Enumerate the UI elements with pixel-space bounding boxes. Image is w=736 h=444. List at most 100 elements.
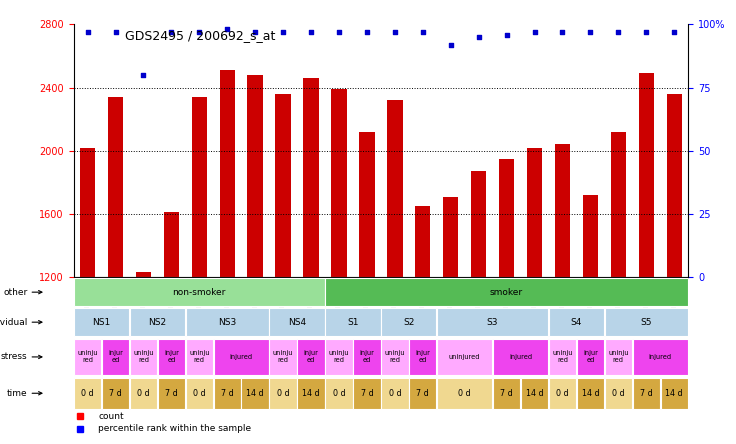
Bar <box>247 75 263 277</box>
Text: percentile rank within the sample: percentile rank within the sample <box>98 424 251 433</box>
Point <box>640 28 652 36</box>
Text: uninju
red: uninju red <box>608 350 629 364</box>
Text: injur
ed: injur ed <box>164 350 179 364</box>
Text: 7 d: 7 d <box>361 389 373 398</box>
Bar <box>74 378 102 408</box>
Bar <box>163 212 179 277</box>
Text: injur
ed: injur ed <box>108 350 123 364</box>
Bar <box>130 309 185 336</box>
Point <box>361 28 373 36</box>
Bar <box>213 339 269 375</box>
Text: 7 d: 7 d <box>500 389 513 398</box>
Point <box>556 28 568 36</box>
Bar <box>325 378 353 408</box>
Bar <box>80 147 95 277</box>
Text: stress: stress <box>1 353 27 361</box>
Bar <box>493 339 548 375</box>
Bar <box>443 197 459 277</box>
Text: GDS2495 / 200692_s_at: GDS2495 / 200692_s_at <box>125 29 275 42</box>
Bar <box>275 94 291 277</box>
Bar <box>130 378 157 408</box>
Bar <box>660 378 688 408</box>
Text: injur
ed: injur ed <box>359 350 375 364</box>
Bar <box>107 97 123 277</box>
Bar <box>555 144 570 277</box>
Point <box>138 71 149 79</box>
Text: 0 d: 0 d <box>277 389 289 398</box>
Text: non-smoker: non-smoker <box>173 288 226 297</box>
Bar <box>297 339 325 375</box>
Text: 7 d: 7 d <box>221 389 233 398</box>
Text: NS4: NS4 <box>288 317 306 327</box>
Point <box>166 28 177 36</box>
Text: uninju
red: uninju red <box>552 350 573 364</box>
Text: 14 d: 14 d <box>581 389 599 398</box>
Bar <box>381 339 408 375</box>
Text: S5: S5 <box>640 317 652 327</box>
Bar <box>241 378 269 408</box>
Bar <box>325 309 381 336</box>
Bar <box>499 159 514 277</box>
Bar <box>331 89 347 277</box>
Text: S4: S4 <box>570 317 582 327</box>
Bar <box>213 378 241 408</box>
Bar <box>387 100 403 277</box>
Point <box>584 28 596 36</box>
Bar <box>185 378 213 408</box>
Text: 0 d: 0 d <box>612 389 625 398</box>
Bar <box>135 273 151 277</box>
Bar <box>297 378 325 408</box>
Text: uninju
red: uninju red <box>133 350 154 364</box>
Bar <box>185 339 213 375</box>
Bar <box>158 339 185 375</box>
Text: time: time <box>7 389 27 398</box>
Text: individual: individual <box>0 317 27 327</box>
Bar <box>381 309 436 336</box>
Bar <box>191 97 207 277</box>
Bar <box>409 339 436 375</box>
Point <box>82 28 93 36</box>
Bar <box>415 206 431 277</box>
Bar <box>583 195 598 277</box>
Bar <box>74 278 325 306</box>
Text: S3: S3 <box>487 317 498 327</box>
Bar <box>577 378 604 408</box>
Text: uninju
red: uninju red <box>273 350 294 364</box>
Text: NS3: NS3 <box>218 317 236 327</box>
Bar <box>102 378 130 408</box>
Text: injured: injured <box>230 354 252 360</box>
Point <box>222 26 233 33</box>
Point <box>417 28 428 36</box>
Bar <box>185 309 269 336</box>
Text: 0 d: 0 d <box>81 389 94 398</box>
Point <box>305 28 317 36</box>
Text: injured: injured <box>509 354 532 360</box>
Bar <box>549 378 576 408</box>
Bar <box>158 378 185 408</box>
Bar <box>667 94 682 277</box>
Text: S1: S1 <box>347 317 358 327</box>
Bar <box>632 378 660 408</box>
Text: 0 d: 0 d <box>193 389 205 398</box>
Text: 7 d: 7 d <box>417 389 429 398</box>
Bar <box>353 339 381 375</box>
Bar <box>521 378 548 408</box>
Text: count: count <box>98 412 124 420</box>
Text: 7 d: 7 d <box>640 389 653 398</box>
Bar <box>325 278 688 306</box>
Text: 7 d: 7 d <box>165 389 178 398</box>
Bar <box>549 339 576 375</box>
Text: injur
ed: injur ed <box>304 350 319 364</box>
Text: uninju
red: uninju red <box>329 350 349 364</box>
Bar <box>437 309 548 336</box>
Text: NS1: NS1 <box>93 317 110 327</box>
Bar <box>632 339 688 375</box>
Point <box>333 28 345 36</box>
Bar <box>471 171 486 277</box>
Bar <box>102 339 130 375</box>
Bar <box>303 78 319 277</box>
Bar <box>74 309 130 336</box>
Bar <box>493 378 520 408</box>
Point <box>194 28 205 36</box>
Point <box>389 28 400 36</box>
